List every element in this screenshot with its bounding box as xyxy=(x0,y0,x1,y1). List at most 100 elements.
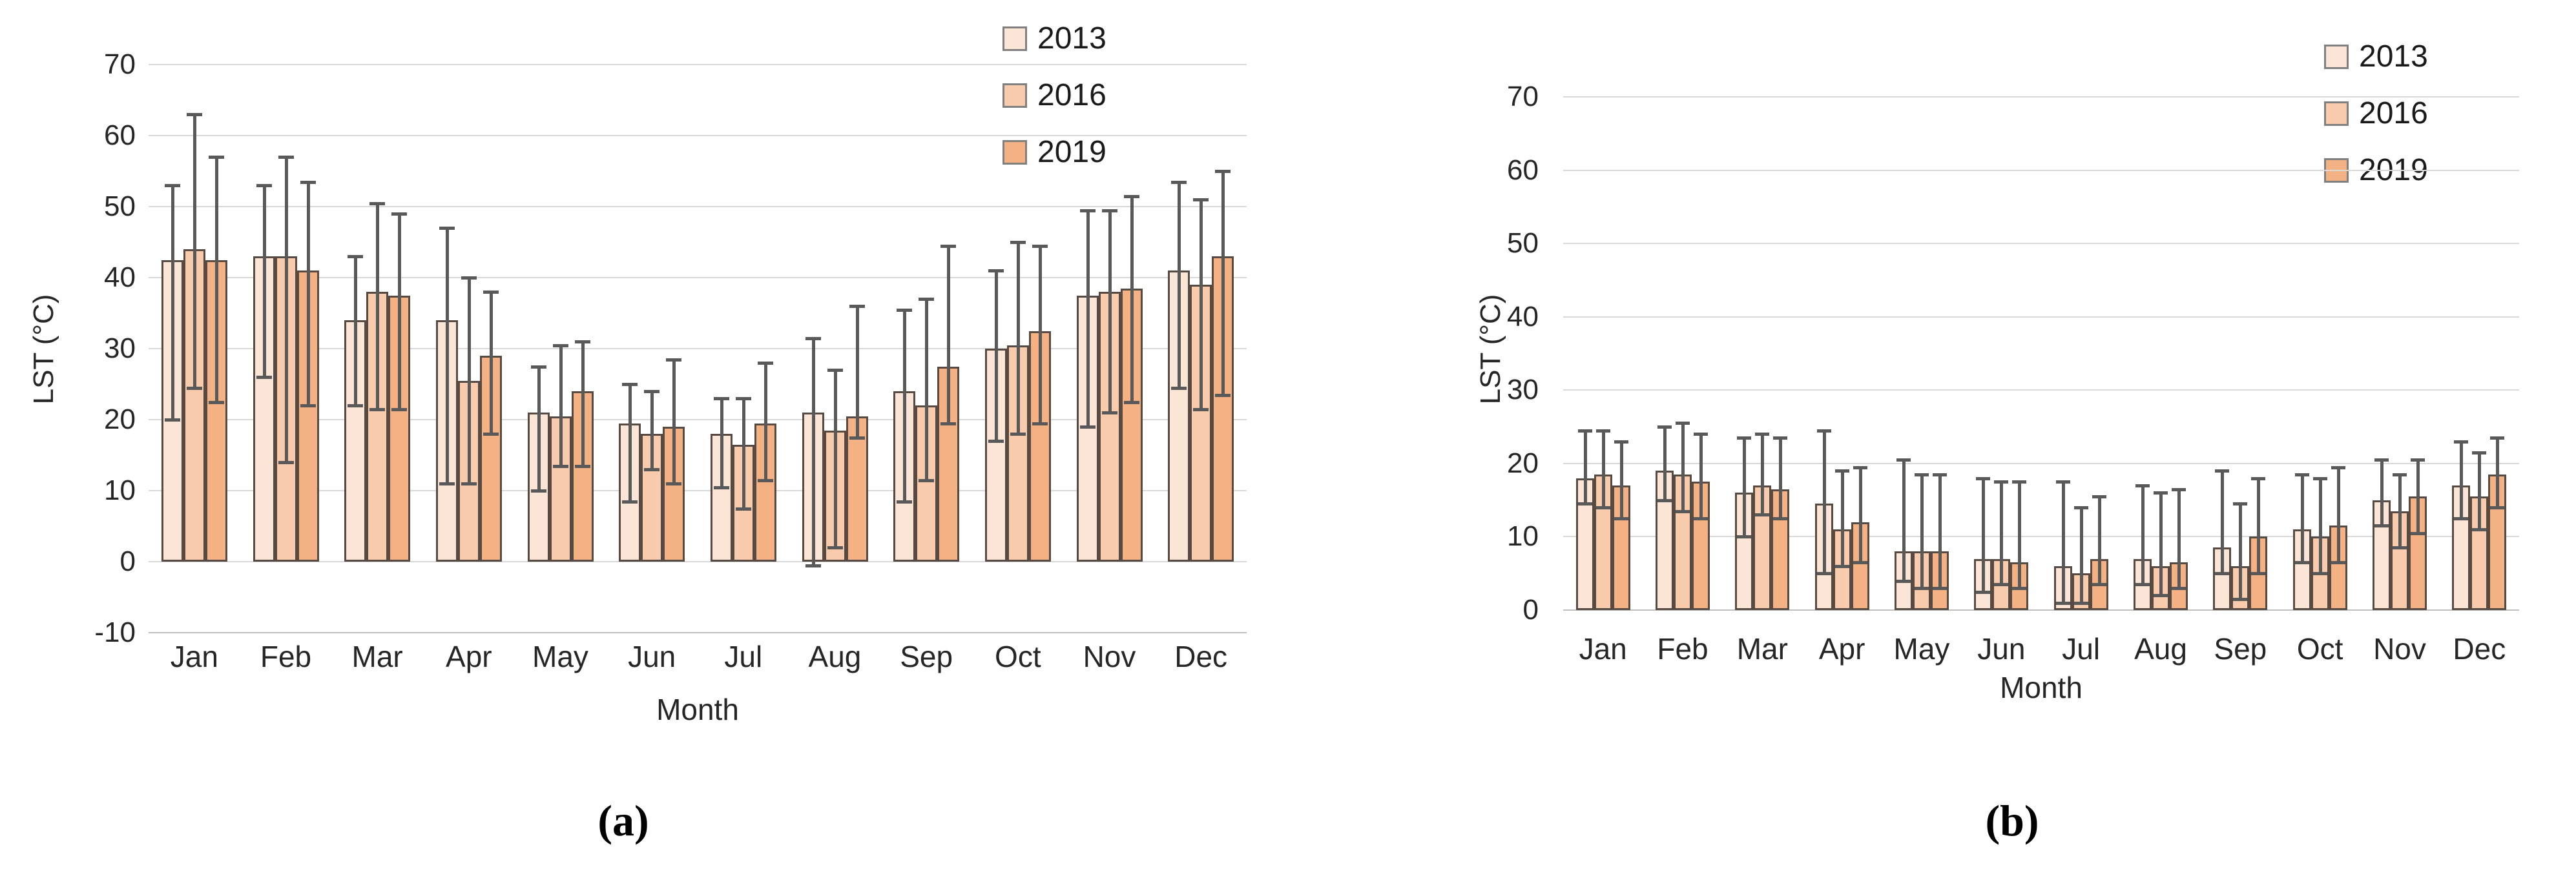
legend-item-2016: 2016 xyxy=(1002,79,1106,112)
error-bar-cap-bottom-2013-oct xyxy=(2294,561,2309,565)
y-tick-label-70: 70 xyxy=(1507,81,1539,112)
error-bar-cap-bottom-2016-jun xyxy=(1994,583,2009,587)
error-bar-line-2013-jun xyxy=(1982,478,1986,592)
error-bar-line-2019-nov xyxy=(1130,196,1134,402)
x-tick-label-dec: Dec xyxy=(2453,632,2506,666)
error-bar-cap-bottom-2013-jul xyxy=(713,485,729,489)
error-bar-cap-top-2016-oct xyxy=(1010,241,1026,244)
error-bar-cap-bottom-2013-sep xyxy=(897,500,913,504)
error-bar-cap-top-2016-may xyxy=(1915,473,1929,476)
error-bar-cap-top-2019-feb xyxy=(1694,433,1708,436)
error-bar-cap-bottom-2013-may xyxy=(1896,579,1911,583)
error-bar-cap-bottom-2016-may xyxy=(552,464,568,468)
x-tick-label-sep: Sep xyxy=(2214,632,2267,666)
error-bar-cap-top-2013-oct xyxy=(988,269,1004,272)
error-bar-cap-top-2016-sep xyxy=(919,298,935,301)
error-bar-cap-top-2013-mar xyxy=(348,255,364,258)
error-bar-cap-top-2013-mar xyxy=(1737,436,1752,440)
legend-item-2016: 2016 xyxy=(2324,97,2428,130)
error-bar-cap-bottom-2019-mar xyxy=(391,407,408,411)
error-bar-cap-bottom-2016-jan xyxy=(1595,506,1610,509)
error-bar-cap-bottom-2019-nov xyxy=(2411,531,2425,535)
x-tick-label-oct: Oct xyxy=(995,640,1041,673)
gridline-40 xyxy=(149,277,1247,278)
error-bar-cap-top-2016-jul xyxy=(735,397,751,400)
error-bar-cap-top-2013-jan xyxy=(164,184,180,187)
error-bar-cap-top-2013-apr xyxy=(439,227,455,230)
bar-2016-nov xyxy=(1098,292,1121,562)
error-bar-line-2019-jan xyxy=(214,157,218,402)
error-bar-cap-bottom-2016-dec xyxy=(1193,407,1209,411)
error-bar-line-2019-apr xyxy=(489,292,493,434)
y-tick-label-0: 0 xyxy=(1522,594,1539,626)
error-bar-cap-top-2016-dec xyxy=(1193,198,1209,201)
error-bar-cap-top-2019-aug xyxy=(849,305,865,308)
error-bar-cap-bottom-2016-dec xyxy=(2472,528,2487,532)
error-bar-line-2019-feb xyxy=(306,181,310,405)
error-bar-cap-top-2019-jun xyxy=(666,358,682,362)
error-bar-line-2016-jul xyxy=(742,398,745,509)
caption-a: (a) xyxy=(597,796,649,845)
bar-2019-aug xyxy=(846,416,868,562)
bar-2013-dec xyxy=(1168,271,1190,562)
error-bar-cap-top-2019-feb xyxy=(300,180,316,184)
gridline-60 xyxy=(149,135,1247,136)
error-bar-cap-top-2013-apr xyxy=(1816,429,1831,433)
y-tick-label-20: 20 xyxy=(1507,447,1539,479)
error-bar-cap-bottom-2019-aug xyxy=(2172,586,2186,590)
error-bar-cap-bottom-2019-jun xyxy=(2012,586,2027,590)
error-bar-cap-top-2019-oct xyxy=(2331,465,2345,469)
error-bar-cap-bottom-2019-may xyxy=(1933,586,1947,590)
x-tick-label-jan: Jan xyxy=(170,640,218,673)
gridline-20 xyxy=(149,419,1247,420)
legend-swatch-2013 xyxy=(1002,26,1027,51)
x-tick-label-nov: Nov xyxy=(1083,640,1136,673)
y-tick-label-40: 40 xyxy=(1507,300,1539,332)
error-bar-cap-top-2013-dec xyxy=(2454,440,2469,444)
error-bar-cap-top-2019-mar xyxy=(1773,436,1788,440)
error-bar-line-2019-mar xyxy=(1779,438,1783,519)
error-bar-cap-bottom-2019-dec xyxy=(1215,393,1231,397)
x-tick-label-mar: Mar xyxy=(1736,632,1788,666)
gridline-50 xyxy=(149,206,1247,207)
x-tick-label-feb: Feb xyxy=(1657,632,1709,666)
error-bar-cap-bottom-2019-nov xyxy=(1123,400,1139,404)
error-bar-cap-bottom-2016-apr xyxy=(461,482,477,485)
error-bar-cap-top-2013-jan xyxy=(1577,429,1592,433)
legend-b: 2013 2016 2019 xyxy=(2324,40,2428,210)
error-bar-cap-top-2013-sep xyxy=(2215,469,2230,473)
error-bar-line-2016-aug xyxy=(833,370,837,547)
error-bar-cap-bottom-2019-jan xyxy=(208,400,224,404)
error-bar-line-2013-feb xyxy=(262,185,266,377)
error-bar-cap-bottom-2016-apr xyxy=(1834,564,1849,568)
error-bar-cap-top-2016-jun xyxy=(644,390,660,393)
error-bar-cap-bottom-2019-oct xyxy=(2331,561,2345,565)
legend-swatch-2016 xyxy=(1002,83,1027,108)
error-bar-line-2013-jan xyxy=(1583,430,1587,504)
error-bar-cap-top-2019-nov xyxy=(2411,458,2425,462)
error-bar-line-2013-jan xyxy=(171,185,174,420)
error-bar-cap-top-2013-dec xyxy=(1171,180,1187,184)
gridline-60 xyxy=(1563,169,2519,171)
error-bar-cap-bottom-2013-feb xyxy=(1657,498,1672,502)
error-bar-cap-top-2013-aug xyxy=(2135,484,2150,487)
error-bar-line-2019-dec xyxy=(1221,171,1225,395)
legend-item-2013: 2013 xyxy=(2324,40,2428,74)
error-bar-cap-bottom-2013-sep xyxy=(2215,572,2230,576)
legend-label-2013: 2013 xyxy=(2359,39,2428,74)
error-bar-cap-bottom-2013-mar xyxy=(348,404,364,407)
error-bar-cap-top-2013-sep xyxy=(897,308,913,312)
error-bar-cap-bottom-2013-aug xyxy=(2135,583,2150,587)
error-bar-cap-bottom-2019-jan xyxy=(1614,517,1628,521)
error-bar-cap-bottom-2016-mar xyxy=(369,407,386,411)
error-bar-cap-top-2013-may xyxy=(1896,458,1911,462)
error-bar-cap-top-2016-aug xyxy=(827,369,843,372)
error-bar-line-2016-oct xyxy=(2318,478,2322,574)
error-bar-line-2019-aug xyxy=(2177,489,2181,588)
error-bar-line-2016-nov xyxy=(2398,474,2402,548)
error-bar-cap-top-2016-mar xyxy=(1755,433,1770,436)
error-bar-cap-bottom-2013-jul xyxy=(2055,601,2070,605)
gridline-30 xyxy=(1563,389,2519,391)
error-bar-cap-top-2019-apr xyxy=(1853,465,1867,469)
